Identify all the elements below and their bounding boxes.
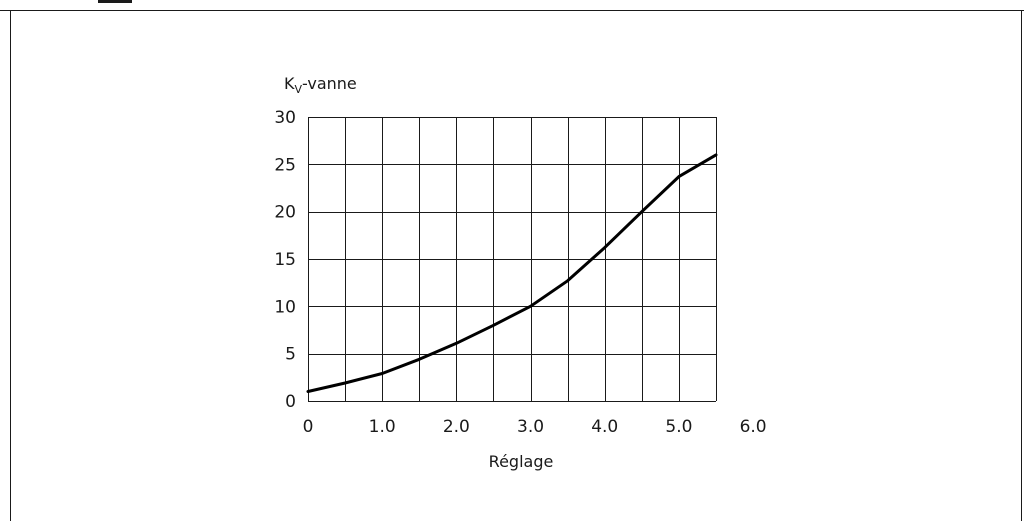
y-tick-label: 10 xyxy=(274,297,296,317)
y-axis-title-main: K xyxy=(284,74,295,93)
series-line-kv-curve xyxy=(306,153,718,393)
y-axis-title-subscript: V xyxy=(295,83,303,96)
x-tick-label: 6.0 xyxy=(740,417,767,437)
y-axis-tick-labels: 0 5 10 15 20 25 30 xyxy=(274,108,296,412)
y-tick-label: 5 xyxy=(285,345,296,365)
y-tick-label: 30 xyxy=(274,108,296,128)
y-tick-label: 15 xyxy=(274,250,296,270)
cropped-heading-fragment xyxy=(98,0,132,3)
chart-grid xyxy=(308,117,717,402)
x-tick-label: 0 xyxy=(303,417,314,437)
y-tick-label: 20 xyxy=(274,203,296,223)
x-tick-label: 2.0 xyxy=(443,417,470,437)
y-axis-title: KV-vanne xyxy=(284,74,357,96)
x-tick-label: 5.0 xyxy=(665,417,692,437)
x-tick-label: 1.0 xyxy=(369,417,396,437)
y-axis-title-suffix: -vanne xyxy=(302,74,357,93)
x-axis-tick-labels: 0 1.0 2.0 3.0 4.0 5.0 6.0 xyxy=(303,417,767,437)
y-tick-label: 25 xyxy=(274,155,296,175)
x-tick-label: 3.0 xyxy=(517,417,544,437)
y-tick-label: 0 xyxy=(285,392,296,412)
x-axis-title: Réglage xyxy=(489,452,554,471)
x-tick-label: 4.0 xyxy=(591,417,618,437)
chart-series xyxy=(306,153,718,393)
